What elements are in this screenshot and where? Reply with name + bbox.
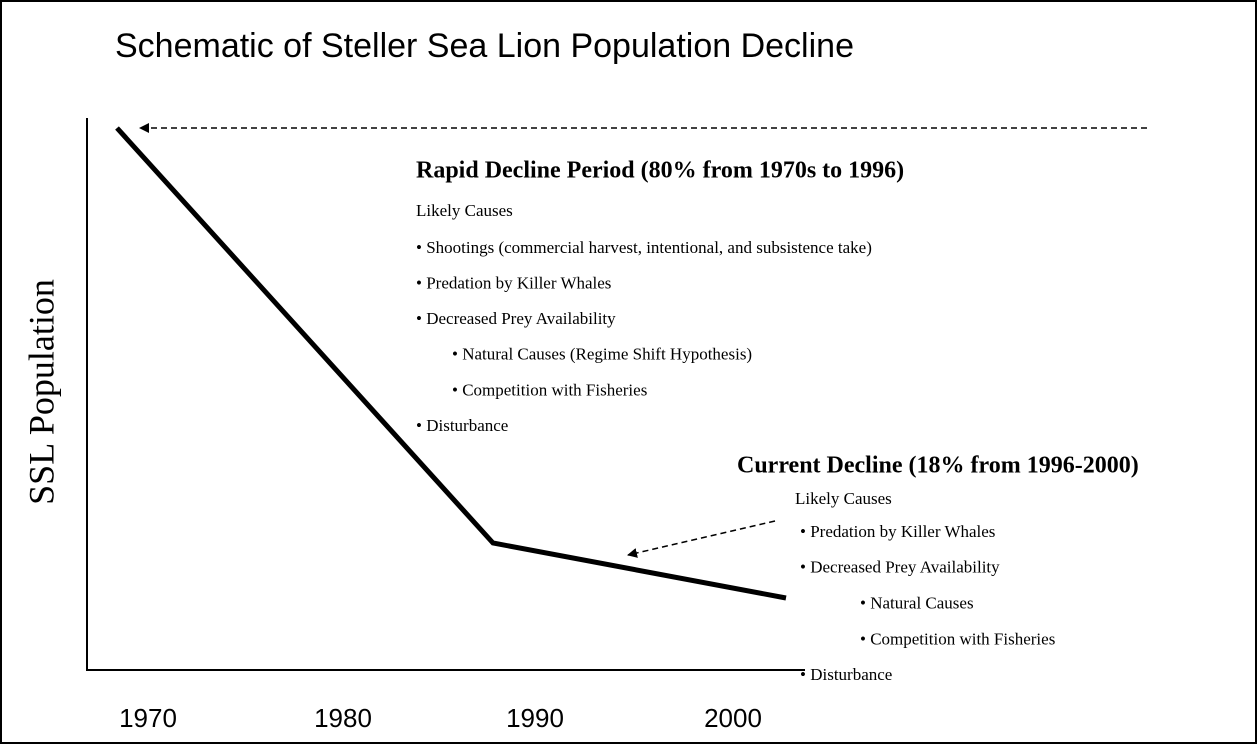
x-tick-label: 2000 <box>704 703 762 733</box>
x-tick-label: 1990 <box>506 703 564 733</box>
cause-item: • Disturbance <box>800 665 892 684</box>
population-line <box>115 126 787 601</box>
cause-subitem: • Natural Causes <box>860 594 974 613</box>
cause-item: • Decreased Prey Availability <box>800 558 1000 577</box>
title: Schematic of Steller Sea Lion Population… <box>115 27 854 65</box>
cause-subitem: • Competition with Fisheries <box>452 380 647 399</box>
cause-item: • Shootings (commercial harvest, intenti… <box>416 238 872 257</box>
annotation-subheading: Likely Causes <box>416 201 513 220</box>
cause-subitem: • Natural Causes (Regime Shift Hypothesi… <box>452 345 752 364</box>
content: 1970 1980 1990 2000 Rapid Decline Period (80… <box>119 158 1139 733</box>
x-tick-label: 1980 <box>314 703 372 733</box>
annotation-heading: Rapid Decline Period (80% from 1970s to … <box>416 158 904 184</box>
cause-item: • Decreased Prey Availability <box>416 309 616 328</box>
dashed-arrow <box>627 520 776 558</box>
cause-subitem: • Competition with Fisheries <box>860 629 1055 648</box>
x-tick-label: 1970 <box>119 703 177 733</box>
cause-item: • Predation by Killer Whales <box>800 522 995 541</box>
annotation-subheading: Likely Causes <box>795 489 892 508</box>
cause-item: • Disturbance <box>416 416 508 435</box>
cause-item: • Predation by Killer Whales <box>416 274 611 293</box>
y-axis-label: SSL Population <box>21 279 61 505</box>
annotation-heading: Current Decline (18% from 1996-2000) <box>737 453 1139 479</box>
